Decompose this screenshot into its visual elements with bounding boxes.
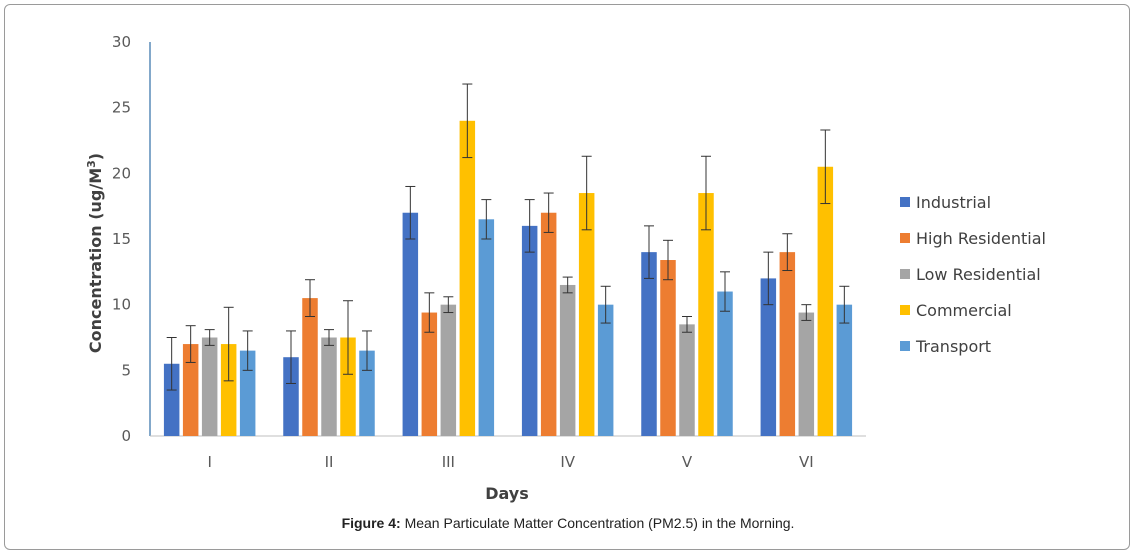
bar (521, 225, 538, 436)
x-tick-label: IV (560, 453, 575, 471)
legend-swatch (900, 233, 910, 243)
caption-text: Mean Particulate Matter Concentration (P… (400, 515, 795, 531)
bar (459, 120, 476, 437)
legend-label: Transport (915, 337, 991, 356)
bar (340, 337, 356, 436)
x-tick-label: VI (799, 453, 814, 471)
bar (220, 344, 237, 436)
bar (201, 337, 218, 436)
bar (421, 312, 438, 436)
bar (163, 363, 180, 436)
bar (440, 304, 457, 436)
bar (698, 193, 714, 436)
y-tick-label: 5 (121, 361, 131, 379)
bar (779, 252, 796, 436)
bar (597, 304, 614, 436)
bar (182, 344, 199, 436)
figure-caption: Figure 4: Mean Particulate Matter Concen… (0, 515, 1136, 531)
y-tick-label: 30 (112, 33, 131, 51)
bar (359, 350, 375, 436)
legend-swatch (900, 269, 910, 279)
x-tick-label: V (682, 453, 693, 471)
bar (478, 219, 495, 436)
bar (540, 212, 557, 436)
legend-label: Commercial (916, 301, 1012, 320)
svg-text:Concentration (ug/M3): Concentration (ug/M3) (85, 153, 106, 353)
y-axis-title: Concentration (ug/M3) (85, 153, 106, 353)
bar (239, 350, 256, 436)
x-tick-label: III (442, 453, 455, 471)
legend-swatch (900, 305, 910, 315)
caption-label: Figure 4: (341, 515, 401, 531)
y-tick-label: 15 (112, 230, 131, 248)
bar (321, 337, 337, 436)
bar-chart: Concentration (ug/M3) Days 0 5 10 15 20 25 30 I… (85, 33, 1047, 503)
legend-swatch (900, 341, 910, 351)
legend-swatch (900, 197, 910, 207)
x-tick-label: I (207, 453, 211, 471)
x-axis-title: Days (485, 484, 529, 503)
bar (283, 357, 299, 436)
bar (660, 260, 676, 436)
y-tick-label: 25 (112, 99, 131, 117)
bar (679, 324, 695, 436)
legend-label: Industrial (916, 193, 991, 212)
bar (302, 298, 318, 436)
legend-label: Low Residential (916, 265, 1041, 284)
bar (717, 291, 733, 436)
bar (760, 278, 777, 436)
y-tick-label: 10 (112, 296, 131, 314)
y-tick-label: 0 (121, 427, 131, 445)
y-tick-label: 20 (112, 164, 131, 182)
bar (641, 252, 657, 436)
bar (817, 166, 834, 436)
bar (836, 304, 853, 436)
bar (559, 284, 576, 436)
bar (402, 212, 419, 436)
bar (578, 193, 595, 436)
legend-label: High Residential (916, 229, 1046, 248)
x-tick-label: II (325, 453, 334, 471)
bar (798, 312, 815, 436)
